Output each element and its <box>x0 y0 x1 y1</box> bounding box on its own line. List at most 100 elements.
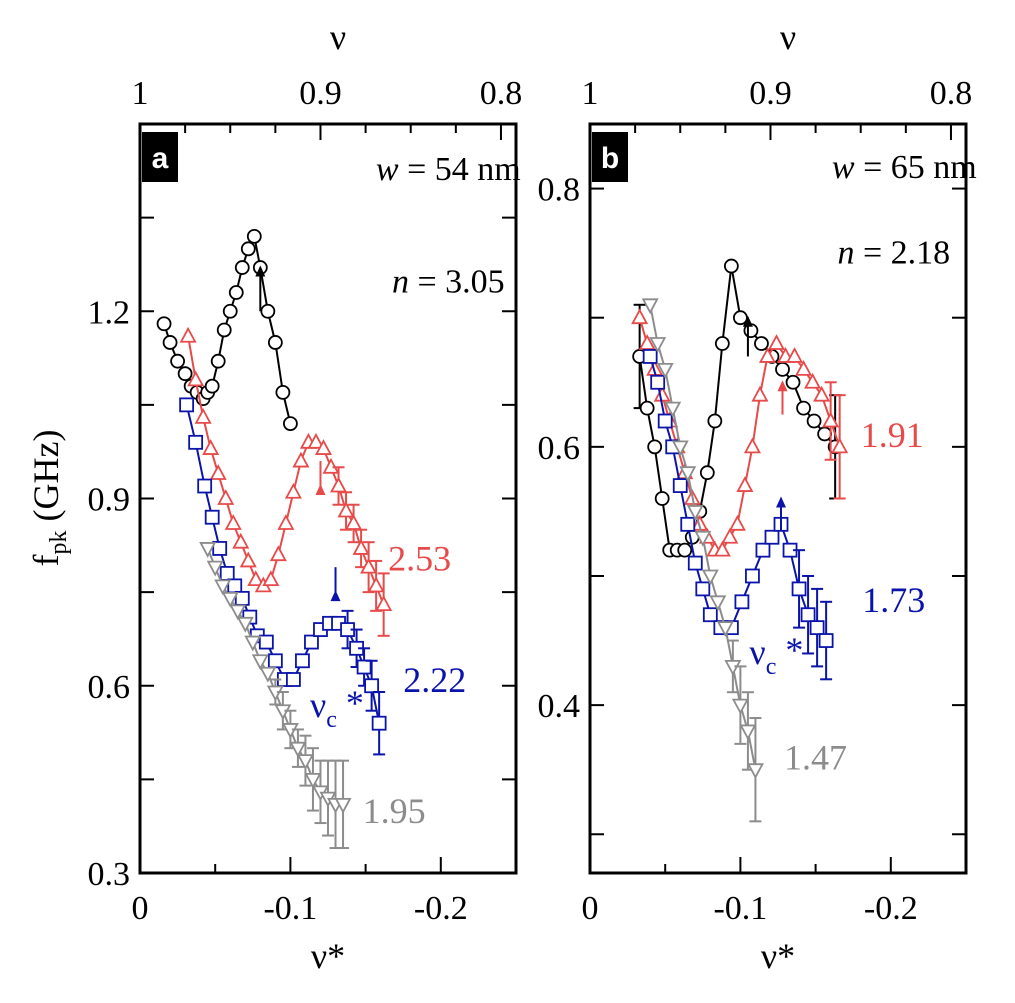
width-note-text: = 54 nm <box>399 151 521 188</box>
plot-frame <box>588 122 968 875</box>
data-point <box>239 551 257 568</box>
data-point <box>709 595 727 612</box>
data-point <box>721 527 739 544</box>
width-note-var: w <box>832 149 855 186</box>
data-point <box>212 541 228 556</box>
data-point <box>277 514 295 530</box>
data-point <box>699 465 715 481</box>
data-point <box>202 439 220 455</box>
data-point <box>199 542 217 558</box>
data-point <box>236 616 254 633</box>
data-point <box>796 400 811 416</box>
data-point <box>251 654 269 671</box>
y-tick-label: 0.6 <box>88 669 131 706</box>
y-tick-label: 1.2 <box>88 294 131 331</box>
series-label: 1.73 <box>862 580 925 620</box>
data-point <box>304 634 319 650</box>
data-point <box>162 335 178 350</box>
data-point <box>345 514 363 530</box>
data-point <box>639 400 655 416</box>
density-note: n = 2.18 <box>837 234 950 271</box>
panel-letter-box <box>592 132 628 182</box>
data-point <box>687 555 703 571</box>
data-point <box>647 439 663 455</box>
data-point <box>641 298 659 315</box>
data-point <box>786 347 804 363</box>
data-point <box>656 362 674 379</box>
data-point <box>367 576 385 593</box>
arrow-head <box>315 484 326 496</box>
data-point <box>754 336 769 351</box>
arrow-head <box>776 496 787 508</box>
data-point <box>269 545 287 562</box>
arrow-head <box>777 380 788 392</box>
data-point <box>307 432 325 449</box>
series-1-95: 1.95 <box>199 542 426 850</box>
data-point <box>631 308 649 325</box>
data-point <box>204 378 220 394</box>
x-tick-label: -0.2 <box>864 890 918 927</box>
y-tick-label: 0.4 <box>538 688 581 725</box>
data-point <box>694 530 712 547</box>
nu-c-subscript: c <box>766 654 777 680</box>
density-note-text: = 3.05 <box>409 264 505 301</box>
data-point <box>217 489 235 505</box>
data-point <box>206 560 224 577</box>
data-point <box>216 322 232 338</box>
y-axis-title: fpk (GHz) <box>26 430 72 567</box>
data-point <box>360 557 378 574</box>
series-2-22: 2.22 νc * <box>179 397 466 756</box>
data-point <box>330 476 348 493</box>
y-axis-title-subscript: pk <box>46 530 72 554</box>
data-point <box>736 476 754 492</box>
x-tick-label: -0.2 <box>414 890 468 927</box>
panel-b: 0 -0.1 -0.2 ν* 1 0.9 0.8 ν 0.4 0.6 0.8 b w = 65 nm n … <box>538 17 977 976</box>
data-point <box>224 514 242 530</box>
data-point <box>654 491 670 506</box>
y-tick-label: 0.6 <box>538 430 581 467</box>
data-point <box>292 451 310 468</box>
data-point <box>758 347 776 363</box>
data-point <box>767 334 786 350</box>
data-point <box>751 385 769 402</box>
data-point <box>679 466 697 483</box>
data-point <box>743 437 761 454</box>
arrow-head <box>742 315 753 327</box>
data-point <box>702 607 718 623</box>
nu-c-label: νc * <box>749 630 803 680</box>
y-axis-title-unit: (GHz) <box>26 430 66 531</box>
x-axis-title: ν* <box>311 936 345 976</box>
data-point <box>775 361 790 377</box>
data-point <box>234 260 250 275</box>
data-point <box>289 741 307 758</box>
data-point <box>695 581 711 597</box>
data-point <box>713 540 731 557</box>
arrow-head <box>330 590 341 602</box>
data-point <box>275 384 291 400</box>
data-point <box>809 620 825 636</box>
data-point <box>204 509 220 525</box>
data-point <box>188 434 204 450</box>
data-point <box>813 385 831 402</box>
data-point <box>258 634 274 650</box>
density-note: n = 3.05 <box>392 264 505 301</box>
arrow-head <box>255 265 266 277</box>
data-point <box>716 621 734 638</box>
data-point <box>247 570 265 587</box>
data-point <box>222 303 238 319</box>
data-point <box>804 372 822 389</box>
data-point <box>638 334 656 350</box>
series-label: 2.22 <box>403 660 466 700</box>
data-point <box>701 569 719 586</box>
nu-c-label: νc * <box>310 683 364 733</box>
data-point <box>259 666 277 683</box>
series-2-53: 2.53 <box>179 326 451 637</box>
y-tick-label: 0.3 <box>88 856 131 893</box>
data-point <box>671 440 689 457</box>
data-point <box>817 426 833 442</box>
x-tick-label: -0.1 <box>713 890 767 927</box>
data-point <box>295 653 310 669</box>
data-point <box>657 413 673 429</box>
